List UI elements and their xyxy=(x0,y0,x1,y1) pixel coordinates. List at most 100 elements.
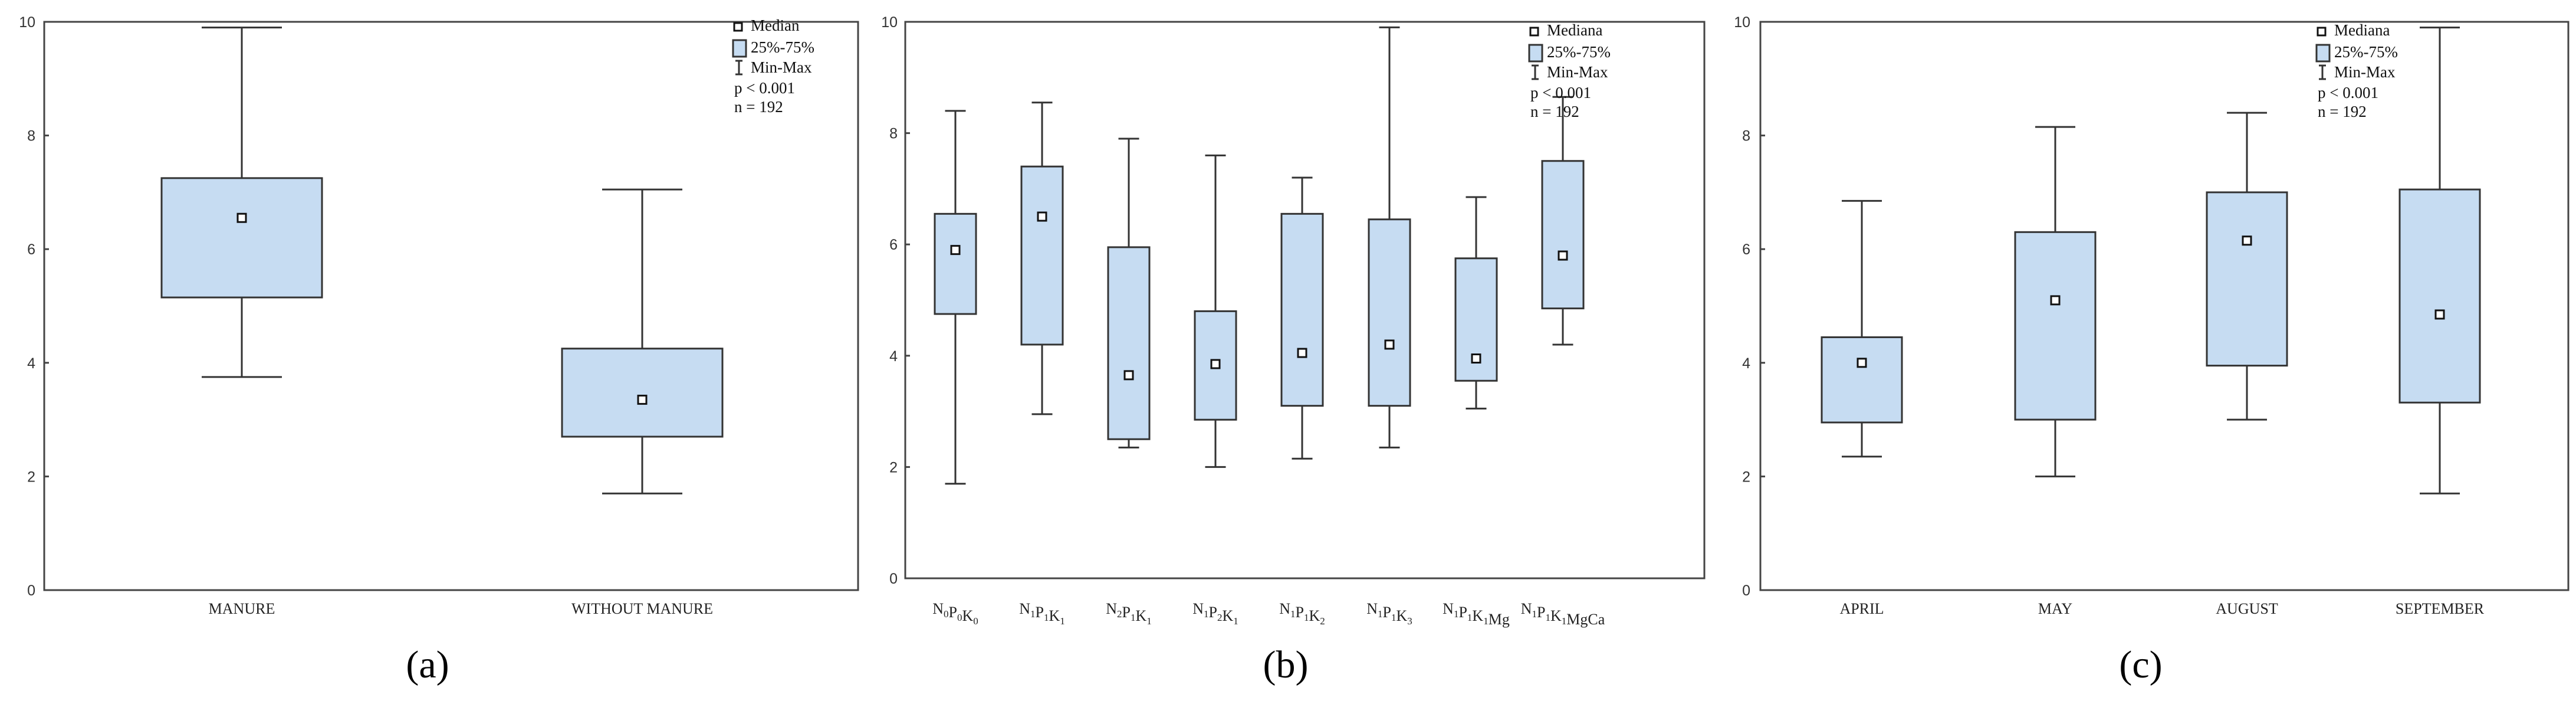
label-part: P xyxy=(1383,604,1391,621)
iqr-box xyxy=(1280,212,1324,407)
label-part: N xyxy=(1279,600,1290,617)
x-category-label: N1P1K1 xyxy=(1019,600,1065,627)
label-subscript: 1 xyxy=(1304,612,1309,623)
label-part: N xyxy=(1192,600,1204,617)
label-part: K xyxy=(1049,607,1060,624)
label-subscript: 1 xyxy=(1454,608,1459,620)
y-tick-label: 8 xyxy=(27,128,35,145)
x-category-label: N1P1K1Mg xyxy=(1443,600,1510,628)
y-tick-label: 6 xyxy=(889,237,898,253)
legend: Mediana 25%-75% Min-Max p < 0.001 n = 192 xyxy=(2315,21,2398,120)
legend-whisker-label: Min-Max xyxy=(2334,63,2396,81)
label-subscript: 1 xyxy=(1146,615,1152,627)
label-part: N xyxy=(1366,600,1378,617)
label-subscript: 0 xyxy=(957,612,962,623)
panel-c: 0 2 4 6 8 10 APRIL MAY AUGUST SEPTEMBER Mediana 25%… xyxy=(1734,14,2570,686)
label-part: MgCa xyxy=(1566,611,1605,628)
iqr-box xyxy=(561,348,724,438)
legend-box-label: 25%-75% xyxy=(2334,43,2398,61)
label-subscript: 1 xyxy=(1290,608,1296,620)
box-plot xyxy=(1368,26,1411,448)
x-category-label: N1P1K3 xyxy=(1366,600,1412,627)
y-tick-label: 2 xyxy=(889,459,898,476)
box-plot xyxy=(2014,126,2097,477)
median-marker xyxy=(1037,211,1047,222)
legend-median-label: Mediana xyxy=(2334,21,2390,39)
label-subscript: 1 xyxy=(1030,608,1036,620)
y-tick-label: 0 xyxy=(1742,582,1750,599)
y-tick-label: 10 xyxy=(1734,14,1750,31)
label-subscript: 1 xyxy=(1378,608,1383,620)
legend: Mediana 25%-75% Min-Max p < 0.001 n = 192 xyxy=(1528,21,1611,120)
iqr-box xyxy=(1541,160,1585,310)
y-tick-label: 8 xyxy=(1742,128,1750,145)
label-part: P xyxy=(1296,604,1304,621)
label-part: P xyxy=(1036,604,1044,621)
label-subscript: 0 xyxy=(973,615,978,627)
legend-box-icon xyxy=(1528,44,1543,63)
label-part: K xyxy=(1550,607,1562,624)
plot-frame xyxy=(43,21,859,591)
box-plot xyxy=(1107,137,1151,448)
label-subscript: 1 xyxy=(1483,615,1489,627)
median-marker xyxy=(1857,358,1867,368)
y-tick-label: 4 xyxy=(27,355,35,372)
legend-pvalue: p < 0.001 xyxy=(1530,84,1591,101)
label-subscript: 3 xyxy=(1407,615,1412,627)
x-category-label: N0P0K0 xyxy=(932,600,978,627)
median-marker xyxy=(637,394,648,405)
y-tick-label: 6 xyxy=(1742,241,1750,258)
legend-pvalue: p < 0.001 xyxy=(2318,84,2378,101)
label-part: Mg xyxy=(1489,611,1510,628)
label-part: P xyxy=(1122,604,1131,621)
iqr-box xyxy=(1821,336,1903,424)
legend-median-label: Mediana xyxy=(1547,21,1602,39)
panel-b: 0246810N0P0K0N1P1K1N2P1K1N1P2K1N1P1K2N1P… xyxy=(881,14,1706,686)
median-marker xyxy=(1297,348,1307,358)
median-marker xyxy=(2434,309,2445,320)
plot-frame xyxy=(904,21,1706,579)
box-plot xyxy=(2206,112,2288,421)
y-tick-label: 10 xyxy=(881,14,898,31)
box-plot xyxy=(160,27,323,378)
label-part: N xyxy=(1521,600,1532,617)
median-marker xyxy=(236,212,247,223)
iqr-box xyxy=(1368,218,1411,407)
label-subscript: 1 xyxy=(1131,612,1136,623)
y-tick-label: 2 xyxy=(1742,469,1750,485)
panel-label: (c) xyxy=(2119,643,2162,686)
legend-box-label: 25%-75% xyxy=(751,38,814,56)
median-marker xyxy=(1210,359,1221,369)
label-part: K xyxy=(1309,607,1320,624)
label-subscript: 1 xyxy=(1467,612,1473,623)
iqr-box xyxy=(160,177,323,299)
box-plot xyxy=(561,188,724,495)
x-category-label: N1P1K2 xyxy=(1279,600,1325,627)
label-part: N xyxy=(1443,600,1454,617)
legend-n: n = 192 xyxy=(734,98,783,116)
panel-label: (a) xyxy=(406,643,449,686)
legend-median-label: Median xyxy=(751,17,800,34)
iqr-box xyxy=(1107,246,1151,440)
label-part: N xyxy=(1019,600,1030,617)
y-tick-label: 0 xyxy=(27,582,35,599)
legend-whisker-label: Min-Max xyxy=(1547,63,1608,81)
label-part: K xyxy=(1135,607,1146,624)
legend-whisker-label: Min-Max xyxy=(751,58,812,76)
x-category-label: N1P2K1 xyxy=(1192,600,1238,627)
x-category-label: MAY xyxy=(2038,600,2073,617)
label-part: N xyxy=(1106,600,1117,617)
x-category-label: AUGUST xyxy=(2216,600,2278,617)
legend-median-icon xyxy=(1529,27,1539,37)
y-tick-label: 4 xyxy=(1742,355,1750,372)
y-tick-label: 6 xyxy=(27,241,35,258)
median-marker xyxy=(950,245,961,256)
label-subscript: 1 xyxy=(1391,612,1397,623)
median-marker xyxy=(2242,235,2252,246)
median-marker xyxy=(1471,353,1481,364)
x-category-label: MANURE xyxy=(209,600,275,617)
label-subscript: 1 xyxy=(1233,615,1238,627)
box-plot xyxy=(934,110,977,485)
iqr-box xyxy=(2014,231,2097,421)
label-subscript: 1 xyxy=(1044,612,1049,623)
